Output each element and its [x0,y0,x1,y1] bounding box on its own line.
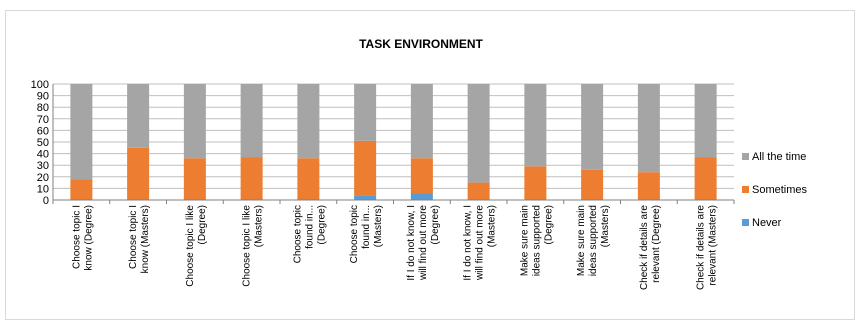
x-tick-label-line: (Masters) [600,205,611,247]
bar-segment-sometimes [467,182,490,200]
y-tick-label: 50 [37,137,49,149]
bar-segment-sometimes [240,157,263,200]
x-tick-label: Check if details are relevant (Degree) [639,205,662,290]
bar-segment-never [410,193,433,200]
legend-swatch [742,153,749,160]
bar-segment-all-the-time [183,84,206,159]
x-tick-label-line: Make sure main [519,205,530,276]
bar-segment-all-the-time [297,84,320,159]
x-tick-label-line: relevant (Masters) [708,205,719,286]
bar-segment-all-the-time [127,84,150,148]
bar-segment-sometimes [183,158,206,200]
x-tick-label-line: (Degree) [197,205,208,244]
legend-item-all-the-time: All the time [742,151,806,163]
bar-segment-sometimes [524,166,547,200]
y-tick-label: 40 [37,149,49,161]
x-tick-label-line: Make sure main [576,205,587,276]
bar-segment-all-the-time [410,84,433,159]
x-tick-label: Make sure main ideas supported (Degree) [519,205,554,276]
x-tick-label-line: will find out more [418,205,429,281]
x-tick-label-line: ideas supported [531,205,542,276]
y-tick-label: 30 [37,160,49,172]
bar-segment-all-the-time [354,84,377,141]
legend-label: Never [752,217,782,229]
x-tick-label-line: Choose topic [349,205,360,263]
legend: All the time Sometimes Never [742,151,808,229]
y-tick-label: 10 [37,183,49,195]
bar-segment-sometimes [694,157,717,200]
x-tick-label: Make sure main ideas supported (Masters) [576,205,611,276]
bar-segment-sometimes [637,172,660,200]
bar-segment-sometimes [127,147,150,200]
chart-frame: TASK ENVIRONMENT 0 10 20 30 40 50 60 70 80 90 100 … [5,10,855,320]
x-tick-label-line: (Degree) [430,205,441,244]
stacked-bar-chart: TASK ENVIRONMENT 0102030405060708090100 … [31,37,808,290]
x-tick-label: Choose topic I like (Degree) [185,205,208,287]
x-tick-label-line: Choose topic [292,205,303,263]
bar-segment-sometimes [581,169,604,200]
y-tick-label: 70 [37,114,49,126]
x-tick-label-line: If I do not know, I [406,205,417,281]
legend-swatch [742,186,749,193]
x-tick-label: Choose topic I like (Masters) [242,205,265,287]
bar-segment-all-the-time [637,84,660,173]
x-tick-label-line: Choose topic I like [242,205,253,287]
x-tick-label-line: will find out more [475,205,486,281]
bar-segment-all-the-time [581,84,604,170]
bar-segment-all-the-time [524,84,547,167]
x-tick-label-line: (Masters) [373,205,384,247]
x-tick-label: Choose topic found in... (Degree) [292,205,327,263]
legend-label: All the time [752,151,806,163]
x-tick-label-line: (Masters) [487,205,498,247]
x-tick-label-line: (Degree) [316,205,327,244]
x-tick-label: Check if details are relevant (Masters) [696,205,719,290]
x-tick-label-line: found in... [304,205,315,249]
x-tick-label-line: (Masters) [254,205,265,247]
bar-segment-all-the-time [694,84,717,158]
legend-swatch [742,219,749,226]
y-tick-label: 60 [37,125,49,137]
x-tick-label-line: Choose topic I [128,205,139,269]
x-tick-label-line: know (Masters) [140,205,151,273]
y-tick-label: 20 [37,172,49,184]
bars [70,84,717,200]
x-tick-label-line: ideas supported [588,205,599,276]
bar-segment-all-the-time [240,84,263,158]
gridlines [53,83,734,201]
chart-title: TASK ENVIRONMENT [359,37,483,51]
bar-segment-all-the-time [467,84,490,183]
y-tick-label: 80 [37,102,49,114]
legend-label: Sometimes [752,184,808,196]
y-tick-label: 0 [43,195,49,207]
x-tick-label-line: Choose topic I like [185,205,196,287]
x-tick-label-line: found in... [361,205,372,249]
legend-item-sometimes: Sometimes [742,184,808,196]
legend-item-never: Never [742,217,782,229]
x-tick-label: Choose topic found in... (Masters) [349,205,384,263]
bar-segment-all-the-time [70,84,93,180]
x-tick-label-line: relevant (Degree) [651,205,662,283]
bar-segment-sometimes [70,179,93,200]
x-tick-label-line: Check if details are [696,205,707,290]
x-tick-label-line: Check if details are [639,205,650,290]
y-tick-label: 90 [37,91,49,103]
x-tick-label-line: Choose topic I [71,205,82,269]
bar-segment-sometimes [410,158,433,194]
bar-segment-sometimes [354,140,377,196]
x-tick-label-line: If I do not know, I [463,205,474,281]
bar-segment-sometimes [297,158,320,200]
x-tick-label-line: know (Degree) [83,205,94,271]
bar-segment-never [354,195,377,200]
x-tick-label-line: (Degree) [543,205,554,244]
y-tick-label: 100 [31,79,49,91]
